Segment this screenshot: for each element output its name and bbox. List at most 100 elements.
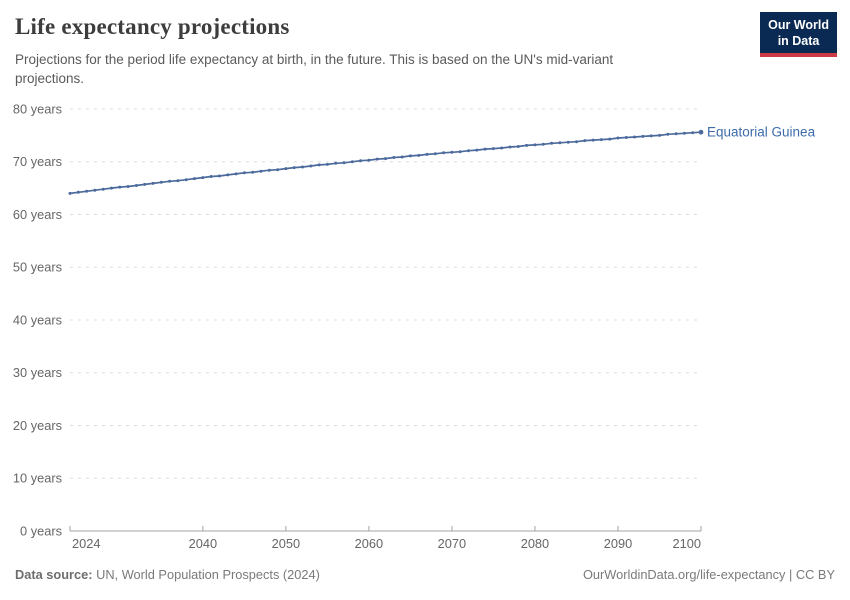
data-point[interactable] — [392, 156, 396, 159]
data-point[interactable] — [101, 187, 105, 191]
data-point[interactable] — [359, 159, 363, 163]
data-point[interactable] — [342, 161, 346, 165]
gridlines — [70, 108, 701, 479]
data-point[interactable] — [566, 140, 570, 144]
data-point[interactable] — [491, 147, 495, 151]
x-tick-label: 2040 — [189, 536, 217, 551]
series-label: Equatorial Guinea — [707, 125, 816, 140]
data-point[interactable] — [176, 179, 180, 183]
data-point[interactable] — [599, 138, 603, 142]
y-tick-label: 80 years — [13, 101, 62, 116]
y-axis-labels: 0 years 10 years 20 years 30 years 40 years 5… — [13, 101, 62, 538]
data-point[interactable] — [467, 149, 470, 153]
data-point[interactable] — [126, 185, 130, 188]
footer-url-link[interactable]: OurWorldinData.org/life-expectancy — [582, 567, 786, 582]
data-point[interactable] — [93, 188, 97, 192]
data-point[interactable] — [674, 132, 678, 136]
data-point[interactable] — [118, 185, 122, 189]
data-point[interactable] — [408, 154, 412, 158]
data-point[interactable] — [85, 189, 89, 193]
data-point[interactable] — [450, 150, 454, 154]
data-point[interactable] — [325, 162, 329, 166]
data-point[interactable] — [193, 177, 196, 181]
data-point[interactable] — [641, 134, 645, 138]
data-point[interactable] — [525, 143, 529, 147]
data-point[interactable] — [649, 134, 653, 138]
data-point[interactable] — [168, 179, 172, 183]
data-point[interactable] — [698, 129, 704, 135]
data-point[interactable] — [666, 132, 670, 136]
data-point[interactable] — [301, 165, 304, 169]
x-tick-label: 2090 — [604, 536, 632, 551]
data-point[interactable] — [483, 147, 487, 151]
data-point[interactable] — [367, 158, 371, 162]
data-point[interactable] — [242, 171, 246, 175]
data-point[interactable] — [76, 190, 80, 194]
data-point[interactable] — [533, 143, 537, 147]
data-point[interactable] — [276, 168, 280, 172]
data-point[interactable] — [134, 184, 138, 187]
x-tick-label: 2080 — [521, 536, 549, 551]
data-point[interactable] — [633, 135, 637, 139]
data-point[interactable] — [375, 157, 379, 161]
data-point[interactable] — [442, 151, 446, 155]
y-tick-label: 70 years — [13, 154, 62, 169]
data-series[interactable] — [68, 129, 704, 195]
data-point[interactable] — [550, 141, 554, 145]
data-point[interactable] — [616, 136, 620, 140]
data-point[interactable] — [433, 152, 437, 156]
data-point[interactable] — [475, 148, 479, 152]
owid-logo[interactable]: Our World in Data — [760, 12, 837, 57]
data-point[interactable] — [259, 169, 263, 173]
data-point[interactable] — [575, 140, 578, 144]
data-point[interactable] — [334, 161, 338, 165]
projection-line[interactable] — [69, 131, 702, 195]
data-point[interactable] — [209, 175, 213, 178]
data-point[interactable] — [608, 137, 612, 141]
data-point[interactable] — [251, 170, 255, 174]
data-point[interactable] — [350, 160, 354, 164]
owid-logo-line1: Our World — [768, 18, 829, 32]
data-point[interactable] — [516, 145, 520, 148]
data-point[interactable] — [458, 150, 462, 154]
data-point[interactable] — [284, 167, 288, 171]
footer-separator: | — [789, 567, 793, 582]
data-point[interactable] — [143, 182, 147, 186]
data-point[interactable] — [184, 178, 188, 182]
data-point[interactable] — [583, 139, 587, 143]
x-tick-label: 2050 — [272, 536, 300, 551]
page-title: Life expectancy projections — [15, 14, 290, 39]
data-point[interactable] — [591, 138, 595, 142]
data-point[interactable] — [110, 186, 113, 190]
data-point[interactable] — [226, 173, 230, 177]
data-point[interactable] — [292, 166, 296, 170]
data-point[interactable] — [267, 168, 271, 172]
data-point[interactable] — [558, 141, 562, 145]
footer-license: CC BY — [795, 567, 835, 582]
data-point[interactable] — [691, 131, 695, 135]
data-point[interactable] — [508, 145, 512, 149]
data-point[interactable] — [500, 146, 504, 150]
data-point[interactable] — [384, 157, 387, 161]
data-source-text: UN, World Population Prospects (2024) — [96, 567, 320, 582]
data-point[interactable] — [68, 191, 72, 195]
data-point[interactable] — [309, 164, 313, 168]
owid-logo-line2: in Data — [777, 34, 820, 49]
data-point[interactable] — [682, 131, 686, 135]
data-point[interactable] — [624, 136, 628, 139]
data-point[interactable] — [217, 174, 221, 178]
data-source-label: Data source: — [15, 567, 93, 582]
data-point[interactable] — [400, 155, 404, 159]
data-point[interactable] — [234, 172, 238, 176]
data-point[interactable] — [151, 181, 155, 185]
data-point[interactable] — [317, 163, 321, 167]
data-point[interactable] — [425, 152, 429, 156]
data-point[interactable] — [159, 180, 163, 184]
data-point[interactable] — [658, 133, 661, 137]
data-point[interactable] — [201, 176, 205, 180]
y-tick-label: 20 years — [13, 418, 62, 433]
data-point[interactable] — [541, 142, 545, 146]
data-point[interactable] — [417, 153, 421, 157]
